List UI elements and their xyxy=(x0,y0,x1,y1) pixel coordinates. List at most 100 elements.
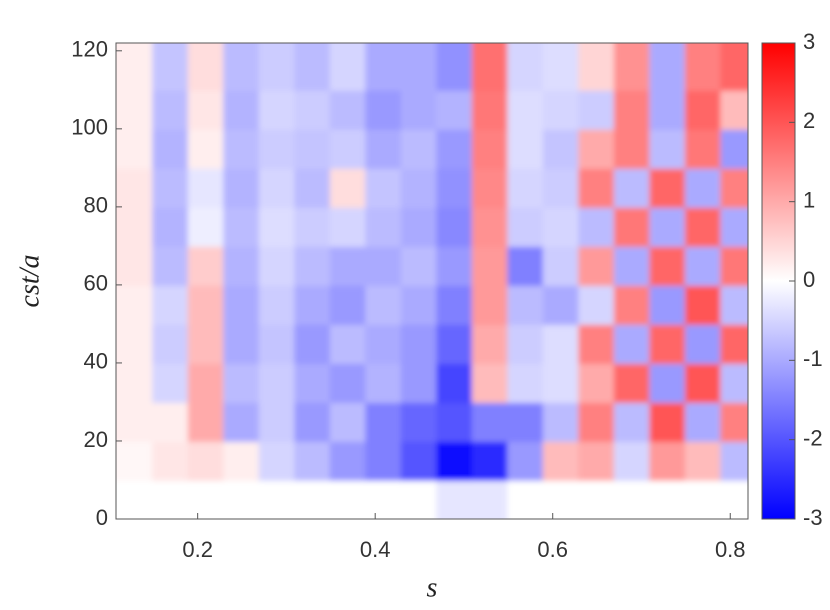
heat-cell xyxy=(542,43,581,91)
heat-cell xyxy=(436,361,474,403)
heat-cell xyxy=(649,322,687,364)
heat-cell xyxy=(258,400,297,442)
heat-cell xyxy=(294,88,332,130)
heat-cell xyxy=(649,205,687,247)
heat-cell xyxy=(578,400,616,442)
heat-cell xyxy=(578,322,616,364)
heat-cell xyxy=(684,205,723,247)
heat-cell xyxy=(578,88,616,130)
heat-cell xyxy=(436,244,474,286)
heat-cell xyxy=(365,43,403,91)
heat-cell xyxy=(613,361,652,403)
heat-cell xyxy=(400,166,439,208)
heat-cell xyxy=(471,439,510,481)
heat-cell xyxy=(152,361,190,403)
heat-cell xyxy=(542,244,581,286)
heat-cell xyxy=(649,244,687,286)
x-tick-label: 0.2 xyxy=(182,537,213,562)
heat-cell xyxy=(613,283,652,325)
heat-cell xyxy=(365,439,403,481)
heat-cell xyxy=(152,283,190,325)
y-tick-label: 40 xyxy=(84,349,108,374)
heat-cell xyxy=(400,400,439,442)
heat-cell xyxy=(720,478,748,519)
x-tick-label: 0.8 xyxy=(715,537,746,562)
colorbar-tick-label: 1 xyxy=(803,187,815,212)
heat-cell xyxy=(294,400,332,442)
heat-cell xyxy=(720,439,748,481)
heat-cell xyxy=(329,88,368,130)
y-tick-label: 0 xyxy=(96,505,108,530)
heat-cell xyxy=(152,322,190,364)
heat-cell xyxy=(329,244,368,286)
heat-cell xyxy=(152,88,190,130)
heat-cell xyxy=(116,478,155,519)
heat-cell xyxy=(684,127,723,169)
heat-cell xyxy=(542,205,581,247)
heat-cell xyxy=(684,478,723,519)
heat-cell xyxy=(578,43,616,91)
heat-cell xyxy=(436,205,474,247)
heat-cell xyxy=(365,127,403,169)
heat-cell xyxy=(223,361,261,403)
heat-cell xyxy=(507,244,545,286)
heat-cell xyxy=(507,127,545,169)
heat-cell xyxy=(258,322,297,364)
colorbar-tick-label: 3 xyxy=(803,29,815,54)
heat-cell xyxy=(365,244,403,286)
heat-cell xyxy=(578,244,616,286)
heat-cell xyxy=(471,400,510,442)
heat-cell xyxy=(684,400,723,442)
heat-cell xyxy=(542,127,581,169)
heat-cell xyxy=(436,127,474,169)
heat-cell xyxy=(223,166,261,208)
heat-cell xyxy=(436,439,474,481)
heat-cell xyxy=(294,283,332,325)
heat-cell xyxy=(187,322,226,364)
heat-cell xyxy=(365,322,403,364)
y-tick-label: 100 xyxy=(71,115,108,140)
heat-cell xyxy=(116,88,155,130)
heat-cell xyxy=(365,166,403,208)
heat-cell xyxy=(471,322,510,364)
heat-cell xyxy=(187,439,226,481)
heat-cell xyxy=(684,361,723,403)
heat-cell xyxy=(400,478,439,519)
heat-cell xyxy=(649,478,687,519)
heat-cell xyxy=(258,361,297,403)
colorbar-tick-label: -1 xyxy=(803,346,823,371)
heat-cell xyxy=(649,283,687,325)
heat-cell xyxy=(613,478,652,519)
heat-cell xyxy=(613,400,652,442)
heat-cell xyxy=(436,400,474,442)
heat-cell xyxy=(294,439,332,481)
heat-cell xyxy=(400,439,439,481)
heat-cell xyxy=(365,205,403,247)
heat-cell xyxy=(613,244,652,286)
heat-cell xyxy=(116,43,155,91)
x-tick-label: 0.4 xyxy=(360,537,391,562)
heat-cell xyxy=(329,43,368,91)
heat-cell xyxy=(684,166,723,208)
heat-cell xyxy=(436,166,474,208)
heat-cell xyxy=(116,283,155,325)
plot-frame xyxy=(115,42,749,520)
heat-cell xyxy=(152,400,190,442)
heat-cell xyxy=(578,205,616,247)
heat-cell xyxy=(329,322,368,364)
heat-cell xyxy=(542,439,581,481)
heat-cell xyxy=(400,127,439,169)
heat-cell xyxy=(152,166,190,208)
heat-cell xyxy=(720,166,748,208)
heat-cell xyxy=(471,361,510,403)
heat-cell xyxy=(187,361,226,403)
colorbar-tick-label: -2 xyxy=(803,425,823,450)
heat-cell xyxy=(471,127,510,169)
heat-cell xyxy=(649,166,687,208)
heat-cell xyxy=(507,283,545,325)
heatmap-cells xyxy=(116,43,748,519)
heat-cell xyxy=(613,205,652,247)
heat-cell xyxy=(649,88,687,130)
heat-cell xyxy=(152,478,190,519)
heat-cell xyxy=(116,400,155,442)
